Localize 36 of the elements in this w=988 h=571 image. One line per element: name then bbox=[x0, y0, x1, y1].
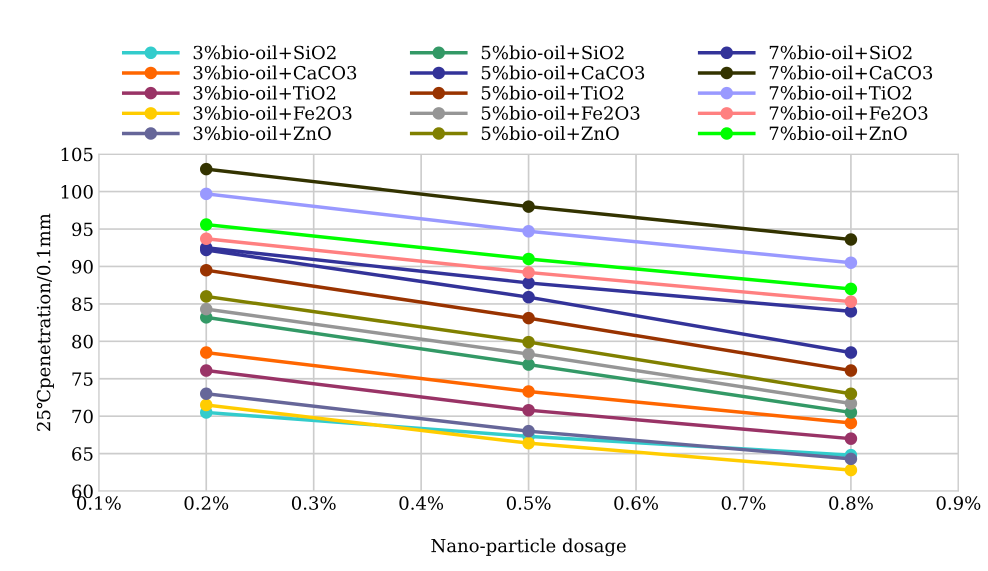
y-tick-label: 95 bbox=[72, 222, 93, 236]
x-tick-label: 0.4% bbox=[399, 496, 444, 510]
legend-label: 7%bio-oil+TiO2 bbox=[770, 86, 912, 100]
legend-label: 5%bio-oil+SiO2 bbox=[482, 45, 624, 60]
y-tick-label: 90 bbox=[72, 260, 93, 274]
y-tick-label: 105 bbox=[62, 148, 93, 162]
y-tick-label: 80 bbox=[72, 334, 93, 348]
legend-label: 3%bio-oil+SiO2 bbox=[194, 45, 336, 60]
legend-label: 7%bio-oil+SiO2 bbox=[770, 45, 912, 60]
legend-label: 7%bio-oil+ZnO bbox=[770, 126, 907, 140]
y-tick-label: 85 bbox=[72, 297, 93, 312]
x-tick-label: 0.9% bbox=[936, 496, 980, 510]
y-axis-title: 25℃penetration/0.1mm bbox=[36, 214, 54, 431]
x-axis-title: Nano-particle dosage bbox=[431, 538, 626, 556]
legend-label: 5%bio-oil+TiO2 bbox=[482, 86, 624, 100]
legend-label: 3%bio-oil+CaCO3 bbox=[194, 66, 356, 80]
x-tick-label: 0.7% bbox=[722, 496, 766, 510]
x-tick-label: 0.1% bbox=[77, 496, 121, 510]
legend-label: 3%bio-oil+TiO2 bbox=[194, 86, 336, 100]
legend-label: 7%bio-oil+CaCO3 bbox=[770, 66, 932, 80]
legend-label: 5%bio-oil+Fe2O3 bbox=[482, 106, 640, 120]
y-tick-label: 70 bbox=[72, 410, 93, 424]
x-tick-label: 0.3% bbox=[292, 496, 336, 510]
legend-label: 7%bio-oil+Fe2O3 bbox=[770, 106, 928, 120]
x-tick-label: 0.5% bbox=[506, 496, 551, 510]
y-tick-label: 75 bbox=[72, 372, 93, 386]
legend-label: 5%bio-oil+CaCO3 bbox=[482, 66, 644, 80]
legend-label: 5%bio-oil+ZnO bbox=[482, 126, 619, 140]
y-tick-label: 65 bbox=[72, 447, 93, 461]
x-tick-label: 0.8% bbox=[829, 496, 873, 510]
x-tick-label: 0.2% bbox=[184, 496, 228, 510]
x-tick-label: 0.6% bbox=[614, 496, 658, 510]
y-tick-label: 60 bbox=[72, 484, 93, 498]
legend-label: 3%bio-oil+Fe2O3 bbox=[194, 106, 352, 120]
legend-label: 3%bio-oil+ZnO bbox=[194, 126, 331, 140]
y-tick-label: 100 bbox=[62, 185, 93, 199]
